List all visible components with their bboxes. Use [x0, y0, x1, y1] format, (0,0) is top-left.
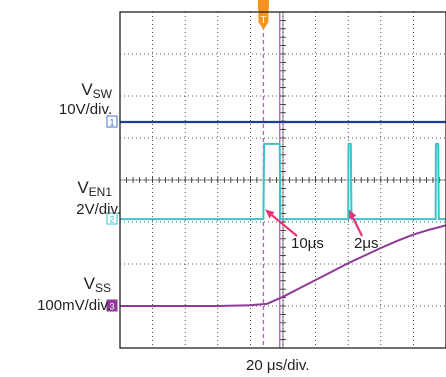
graticule [119, 11, 446, 349]
channel-marker-number: 3 [109, 302, 114, 312]
trace-v-en1 [120, 142, 446, 221]
trace-v-ss [120, 224, 446, 307]
annotation-10us: 10μs [291, 235, 324, 252]
annotation-arrow-2 [348, 209, 363, 237]
trigger-marker-top [257, 0, 269, 10]
annotation-arrow-1 [265, 209, 298, 237]
channel-1-name: VSW [81, 80, 112, 101]
channel-markers: 1 2 3 T [106, 0, 269, 312]
trigger-marker-letter: T [260, 15, 266, 26]
waveform-traces [120, 120, 446, 307]
arrow-shaft [351, 216, 363, 237]
channel-2-marker: 2 [106, 212, 118, 225]
channel-marker-box [106, 299, 118, 312]
channel-3-name: VSS [83, 274, 111, 295]
trigger-marker: T [257, 0, 269, 30]
channel-2-name: VEN1 [77, 178, 112, 199]
channel-marker-box [106, 115, 118, 128]
channel-2-scale: 2V/div. [76, 201, 121, 218]
channel-marker-number: 1 [109, 118, 114, 128]
annotation-arrows [265, 209, 363, 237]
channel-1-scale: 10V/div. [58, 101, 112, 118]
screen-border [119, 11, 446, 349]
channel-1-marker: 1 [106, 115, 118, 128]
channel-marker-number: 2 [109, 215, 114, 225]
annotation-2us: 2μs [354, 235, 379, 252]
arrow-shaft [271, 214, 298, 237]
channel-3-scale: 100mV/div. [37, 297, 111, 314]
channel-marker-box [106, 212, 118, 225]
arrow-head [348, 209, 357, 220]
timebase-label: 20 μs/div. [246, 357, 310, 374]
arrow-head [265, 209, 275, 219]
trigger-marker-body [258, 9, 269, 30]
channel-3-marker: 3 [106, 299, 118, 312]
